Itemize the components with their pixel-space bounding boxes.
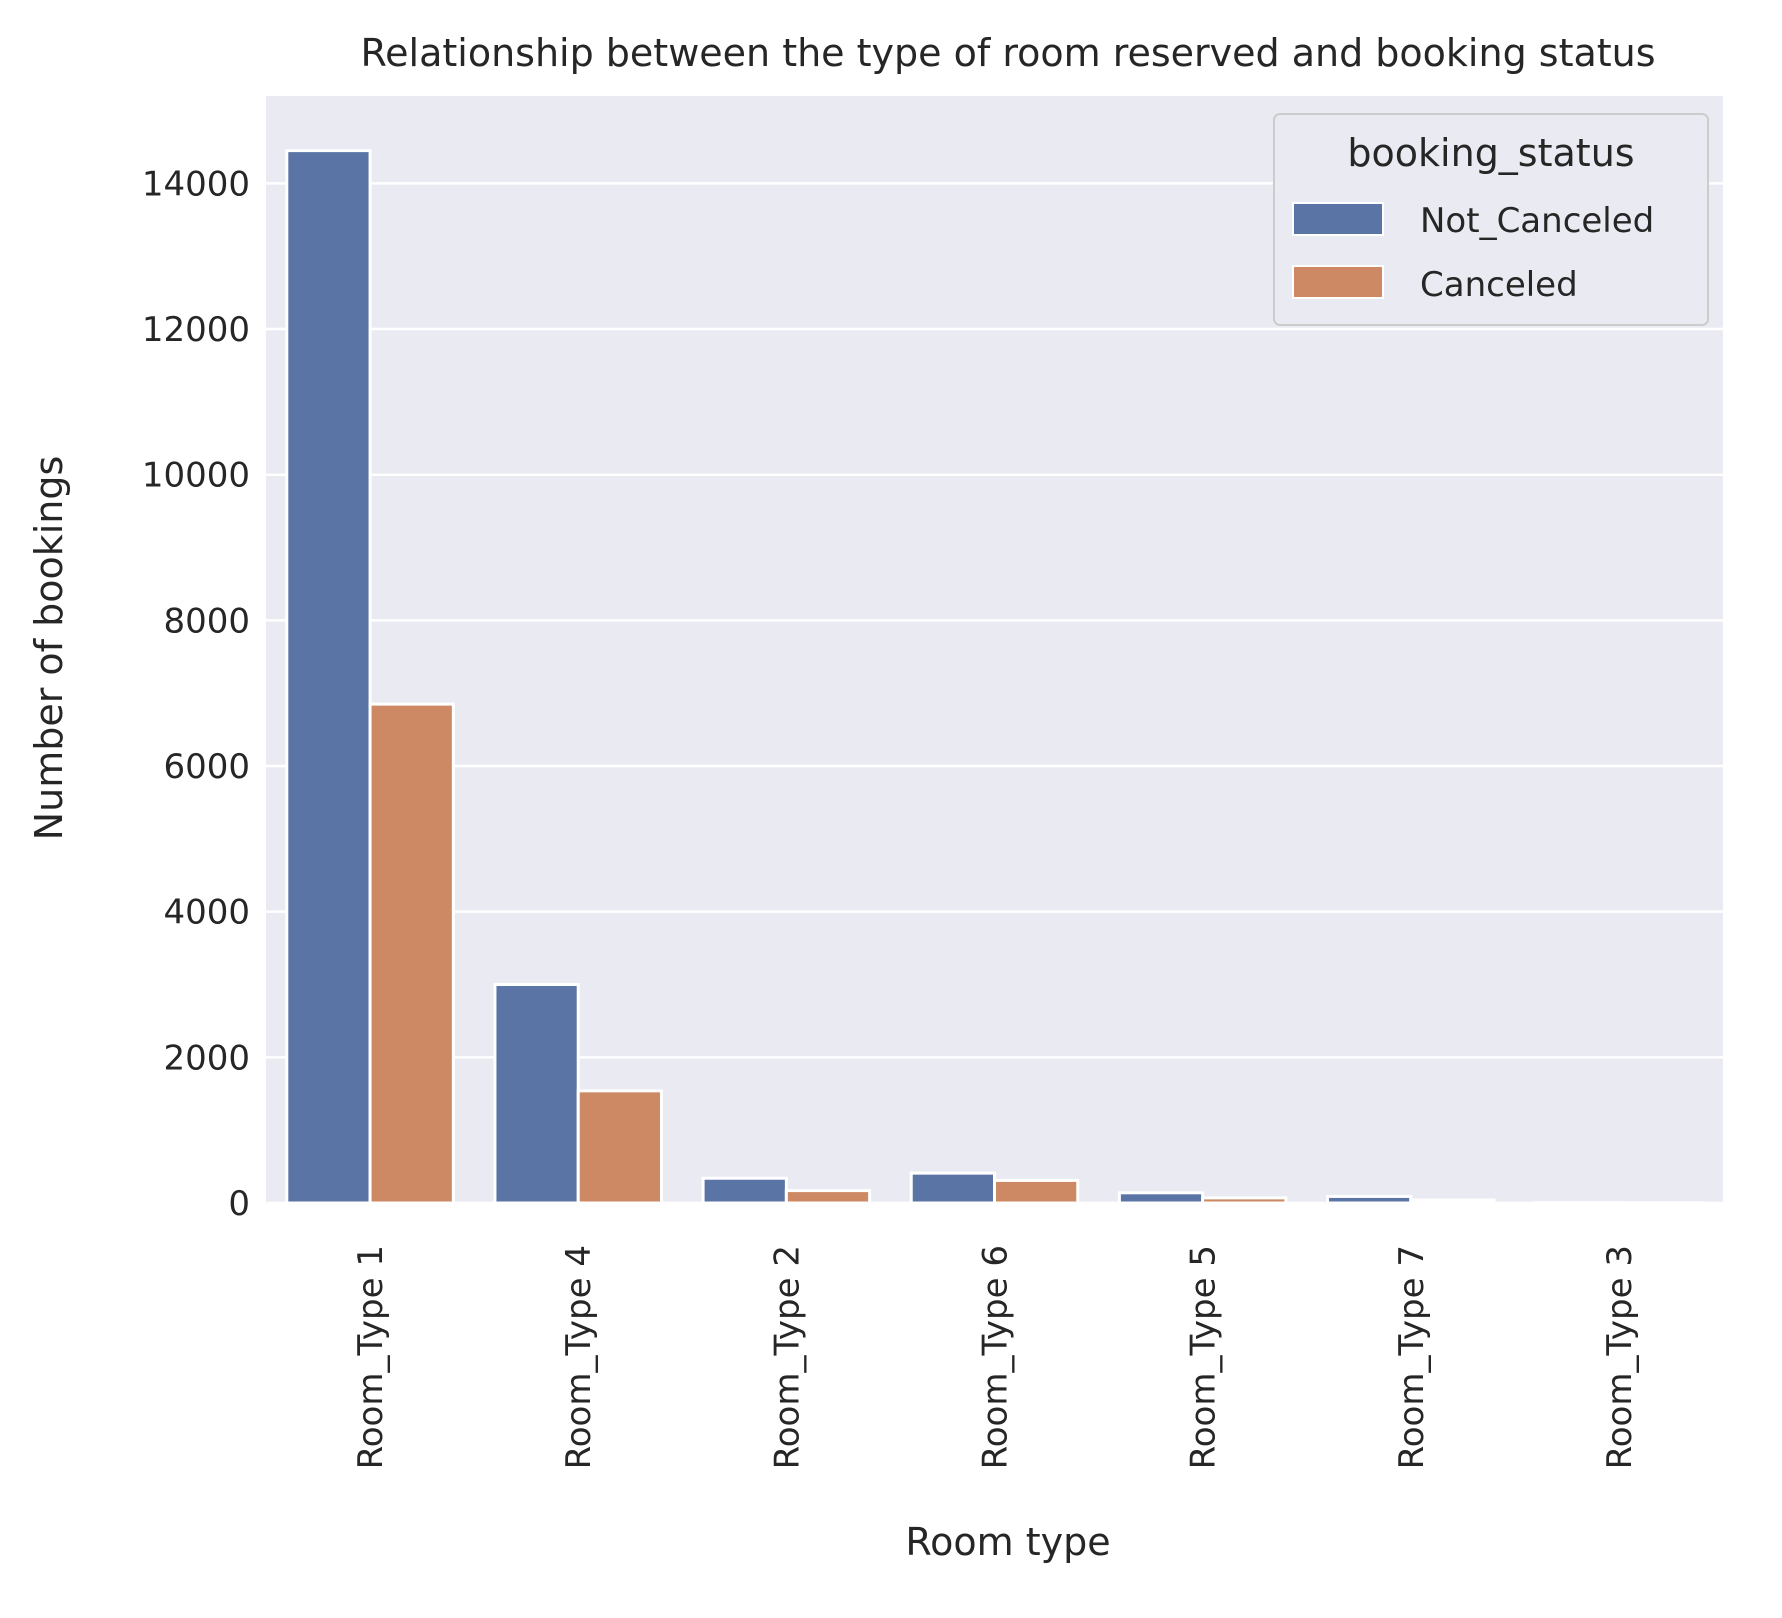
y-tick-label: 12000	[142, 310, 250, 350]
x-tick-label: Room_Type 1	[351, 1245, 391, 1469]
legend-swatch-canceled	[1292, 265, 1384, 299]
bar-not-canceled-room-type-7	[1326, 1194, 1413, 1205]
x-tick-label: Room_Type 2	[767, 1245, 807, 1469]
y-tick-label: 2000	[163, 1038, 250, 1078]
bar-not-canceled-room-type-4	[493, 983, 580, 1205]
y-tick-label: 4000	[163, 893, 250, 933]
x-axis-label: Room type	[905, 1520, 1110, 1564]
legend: booking_status Not_Canceled Canceled	[1273, 113, 1709, 326]
legend-swatch-not-canceled	[1292, 202, 1384, 236]
bar-canceled-room-type-6	[993, 1178, 1080, 1205]
bar-canceled-room-type-2	[784, 1189, 872, 1205]
bar-not-canceled-room-type-6	[909, 1171, 996, 1205]
chart-title: Relationship between the type of room re…	[360, 31, 1655, 75]
bars	[285, 149, 1704, 1205]
bar-canceled-room-type-7	[1409, 1198, 1496, 1205]
x-tick-labels: Room_Type 1 Room_Type 4 Room_Type 2 Room_Ty…	[351, 1245, 1640, 1469]
legend-label-canceled: Canceled	[1420, 265, 1578, 305]
y-tick-label: 0	[228, 1184, 250, 1224]
x-tick-label: Room_Type 4	[559, 1245, 599, 1469]
x-tick-label: Room_Type 3	[1600, 1245, 1640, 1469]
y-tick-label: 8000	[163, 601, 250, 641]
y-tick-label: 14000	[142, 164, 250, 204]
bar-not-canceled-room-type-1	[285, 149, 372, 1205]
y-axis-label: Number of bookings	[27, 456, 71, 841]
x-tick-label: Room_Type 5	[1184, 1245, 1224, 1469]
y-tick-label: 10000	[142, 456, 250, 496]
y-tick-labels: 0 2000 4000 6000 8000 10000 12000 14000	[142, 164, 250, 1224]
legend-title: booking_status	[1347, 131, 1634, 175]
bar-canceled-room-type-4	[576, 1089, 663, 1205]
legend-label-not-canceled: Not_Canceled	[1420, 201, 1654, 241]
bar-not-canceled-room-type-5	[1117, 1191, 1205, 1205]
bar-canceled-room-type-5	[1201, 1196, 1288, 1205]
y-tick-label: 6000	[163, 747, 250, 787]
bar-not-canceled-room-type-2	[701, 1176, 788, 1205]
bar-canceled-room-type-1	[368, 702, 455, 1205]
x-tick-label: Room_Type 6	[976, 1245, 1016, 1469]
x-tick-label: Room_Type 7	[1392, 1245, 1432, 1469]
